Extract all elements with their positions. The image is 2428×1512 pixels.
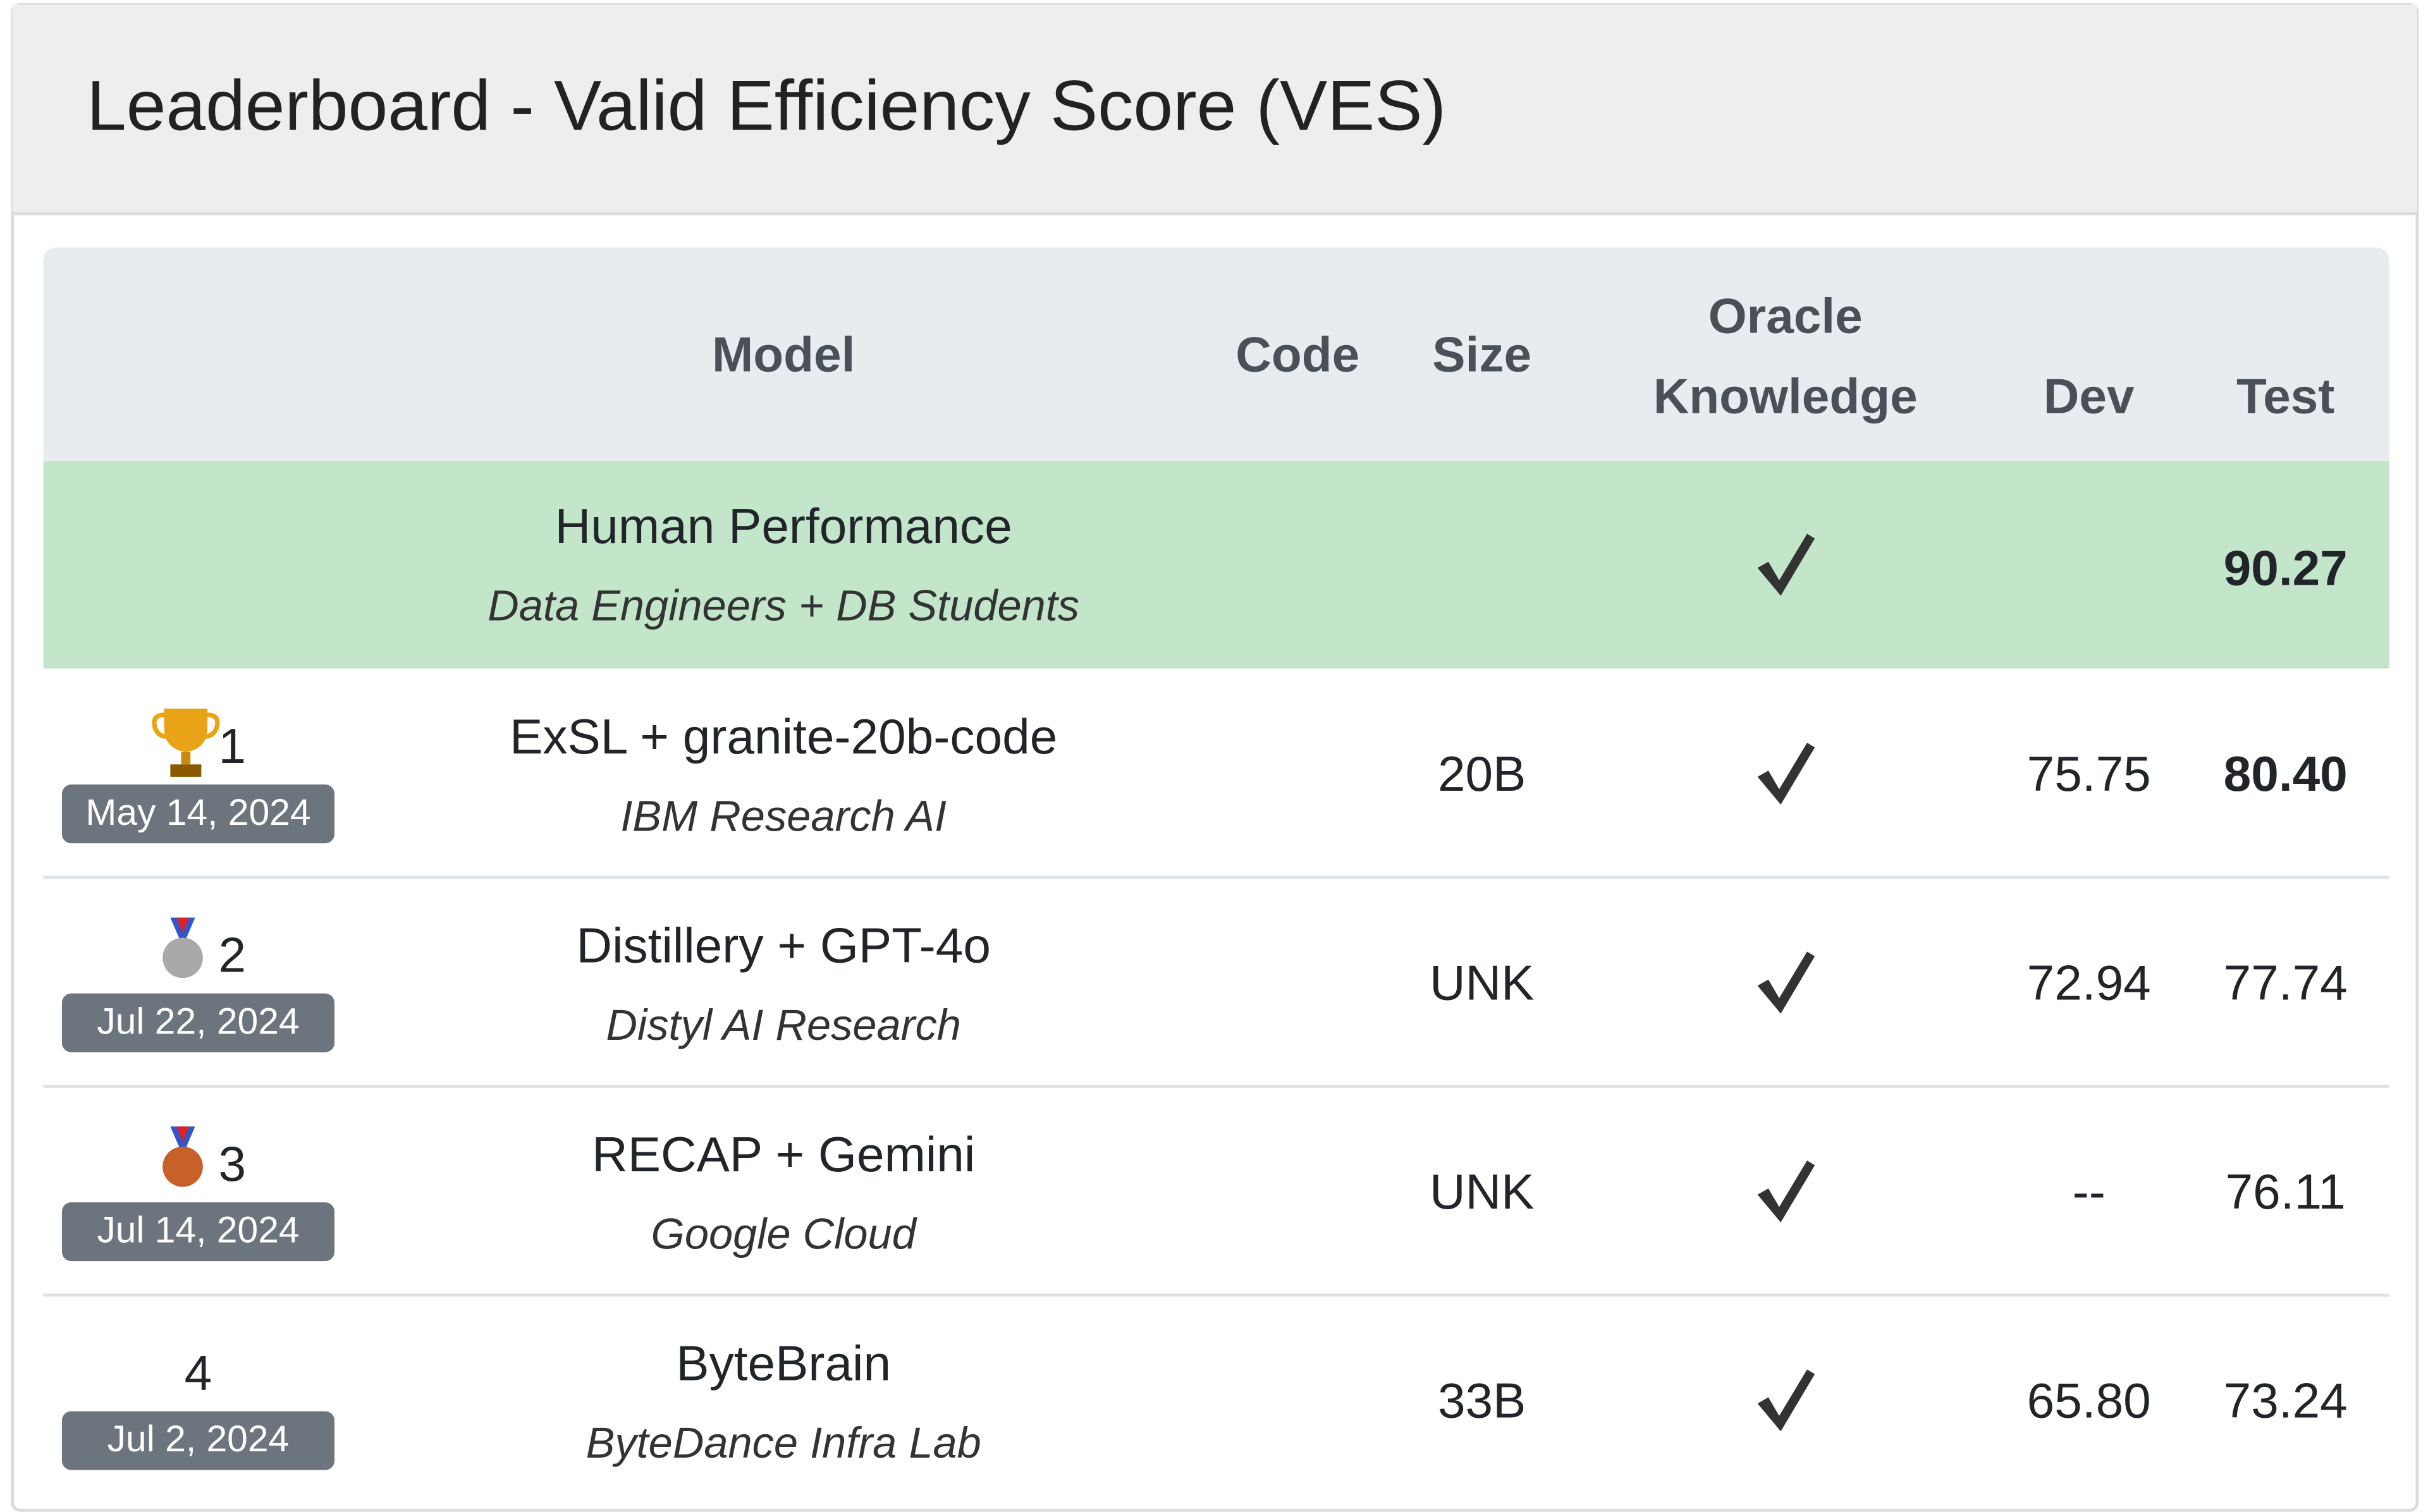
date-badge: Jul 22, 2024 [61, 993, 334, 1052]
model-org: Data Engineers + DB Students [487, 582, 1080, 630]
dev-score: 72.94 [2026, 954, 2151, 1010]
date-badge: Jul 2, 2024 [61, 1411, 334, 1470]
check-icon [1755, 949, 1817, 1017]
model-org: IBM Research AI [620, 792, 947, 841]
dev-score: -- [2072, 1162, 2106, 1219]
rank: 3 [218, 1135, 247, 1191]
check-icon-svg [1757, 1161, 1815, 1222]
test-score: 80.40 [2223, 745, 2348, 801]
model-org: ByteDance Infra Lab [586, 1418, 981, 1467]
row-separator [43, 1293, 2389, 1297]
date-badge: May 14, 2024 [61, 784, 334, 844]
model-name: ByteBrain [676, 1334, 892, 1391]
model-name: RECAP + Gemini [592, 1125, 976, 1182]
test-score: 73.24 [2223, 1372, 2348, 1428]
title: Leaderboard - Valid Efficiency Score (VE… [87, 64, 1446, 146]
card-header: Leaderboard - Valid Efficiency Score (VE… [12, 4, 2417, 216]
table-head [43, 247, 2389, 461]
size: 20B [1437, 745, 1526, 801]
human-row [43, 461, 2389, 669]
column-header: Dev [2043, 368, 2135, 424]
test-score: 76.11 [2225, 1162, 2346, 1219]
column-header: Model [712, 326, 855, 382]
bronze-medal-icon [155, 1123, 211, 1195]
rank: 2 [218, 926, 247, 982]
column-header: Code [1235, 326, 1360, 382]
check-icon [1755, 1157, 1817, 1226]
trophy-icon [152, 702, 220, 779]
check-icon-svg [1757, 533, 1815, 596]
column-header: Test [2236, 368, 2335, 424]
test-score: 90.27 [2223, 539, 2348, 595]
check-icon-svg [1757, 1369, 1815, 1432]
check-icon [1755, 531, 1817, 599]
row-separator [43, 875, 2389, 879]
dev-score: 75.75 [2026, 745, 2151, 801]
dev-score: 65.80 [2026, 1372, 2151, 1428]
check-icon [1755, 740, 1817, 808]
model-name: Distillery + GPT-4o [576, 917, 991, 973]
check-icon [1755, 1367, 1817, 1435]
column-header: Oracle Knowledge [1653, 288, 1918, 424]
model-org: Google Cloud [651, 1210, 916, 1259]
test-score: 77.74 [2223, 954, 2348, 1010]
bronze-medal-icon-svg [162, 1126, 203, 1187]
date-badge: Jul 14, 2024 [61, 1202, 334, 1262]
column-header: Size [1432, 326, 1532, 382]
size: UNK [1429, 954, 1535, 1010]
rank: 4 [184, 1344, 212, 1400]
size: UNK [1429, 1162, 1535, 1219]
model-name: ExSL + granite-20b-code [510, 707, 1058, 764]
model-name: Human Performance [555, 497, 1012, 554]
row-separator [43, 1085, 2389, 1088]
check-icon-svg [1757, 951, 1815, 1014]
trophy-icon-svg [152, 709, 220, 777]
model-org: Distyl AI Research [606, 1001, 961, 1049]
silver-medal-icon [155, 915, 211, 986]
check-icon-svg [1757, 743, 1815, 805]
silver-medal-icon-svg [162, 917, 203, 979]
size: 33B [1437, 1372, 1526, 1428]
rank: 1 [218, 717, 247, 773]
